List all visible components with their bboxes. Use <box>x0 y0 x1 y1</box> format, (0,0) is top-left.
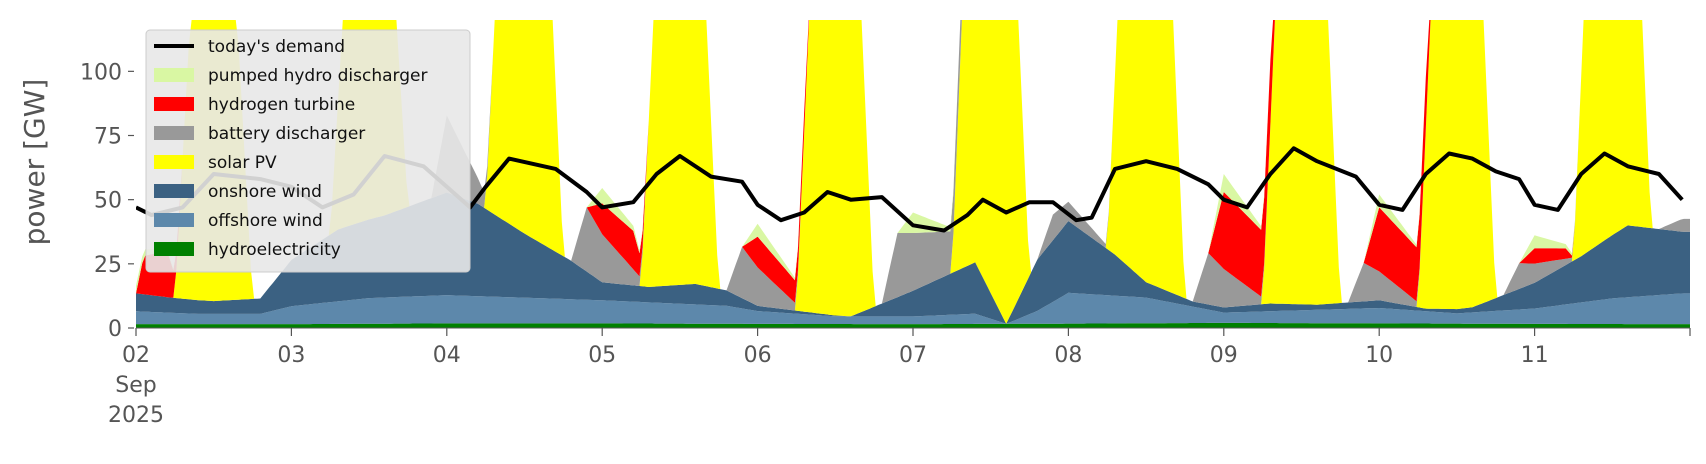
x-tick-label: 07 <box>899 343 927 368</box>
x-tick-label: 09 <box>1210 343 1238 368</box>
y-tick-label: 75 <box>94 125 122 150</box>
legend-swatch <box>154 242 194 256</box>
area-hydroelectricity <box>136 322 1690 328</box>
y-axis-label: power [GW] <box>18 79 51 246</box>
legend-swatch <box>154 155 194 169</box>
legend-swatch <box>154 213 194 227</box>
axes: 0 25 50 75 100 02 Sep 2025 03 04 05 06 07 08 09 10 11 pow… <box>18 60 1691 428</box>
x-tick-label: Sep <box>115 373 156 398</box>
x-tick-label: 08 <box>1054 343 1082 368</box>
legend-swatch <box>154 68 194 82</box>
legend-label: solar PV <box>208 153 277 173</box>
x-tick-label: 11 <box>1521 343 1549 368</box>
legend-label: today's demand <box>208 37 345 57</box>
legend-box <box>145 29 471 273</box>
area-onshore-wind <box>136 192 1690 324</box>
legend-swatch <box>154 97 194 111</box>
y-tick-label: 50 <box>94 189 122 214</box>
x-tick-label: 02 <box>122 343 150 368</box>
x-tick-label: 2025 <box>108 403 164 428</box>
legend: today's demand pumped hydro discharger hyd… <box>145 29 471 273</box>
legend-label: onshore wind <box>208 182 322 202</box>
legend-label: hydrogen turbine <box>208 95 355 115</box>
y-tick-label: 25 <box>94 253 122 278</box>
x-tick-label: 05 <box>588 343 616 368</box>
area-solar-pv <box>136 20 1690 324</box>
area-offshore-wind <box>136 292 1690 325</box>
x-tick-label: 10 <box>1365 343 1393 368</box>
y-tick-label: 100 <box>80 60 122 85</box>
legend-label: pumped hydro discharger <box>208 66 427 86</box>
x-tick-label: 03 <box>277 343 305 368</box>
y-tick-label: 0 <box>108 317 122 342</box>
x-tick-label: 06 <box>744 343 772 368</box>
legend-label: battery discharger <box>208 124 365 144</box>
x-tick-label: 04 <box>433 343 461 368</box>
legend-swatch <box>154 184 194 198</box>
legend-swatch <box>154 126 194 140</box>
legend-label: offshore wind <box>208 211 323 231</box>
legend-label: hydroelectricity <box>208 240 341 260</box>
